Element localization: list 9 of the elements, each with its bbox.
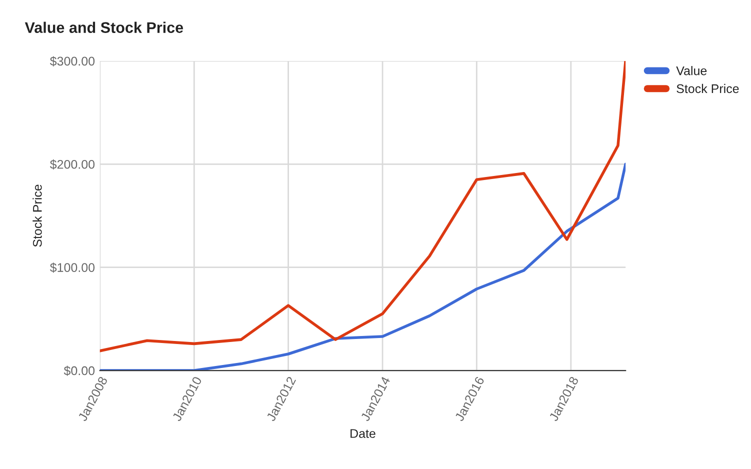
y-axis-title: Stock Price <box>32 184 42 247</box>
legend-label: Stock Price <box>676 84 739 94</box>
legend-label: Value <box>676 66 707 76</box>
y-tick-label: $200.00 <box>50 159 95 170</box>
x-axis-title: Date <box>350 429 376 438</box>
y-tick-label: $100.00 <box>50 262 95 273</box>
y-tick-label: $0.00 <box>64 366 95 376</box>
chart-title: Value and Stock Price <box>24 22 184 33</box>
y-tick-label: $300.00 <box>50 56 95 66</box>
